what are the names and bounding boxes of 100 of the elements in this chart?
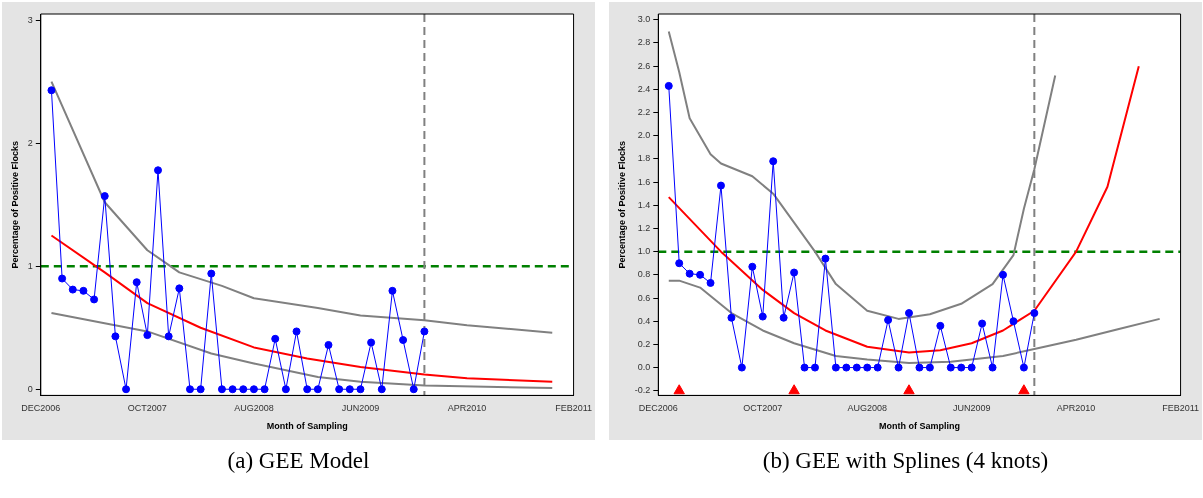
- point: [957, 363, 966, 372]
- y-tick-label: 1: [27, 260, 33, 271]
- point: [842, 363, 851, 372]
- point: [821, 254, 830, 263]
- point: [111, 332, 120, 341]
- text: (b) GEE with Splines (4 knots): [761, 448, 1050, 474]
- y-tick-label: 2.2: [637, 107, 651, 118]
- y-tick-label: 2.8: [637, 37, 651, 48]
- point: [90, 295, 99, 304]
- y-tick-label: 2.0: [637, 130, 651, 141]
- x-tick-label: OCT2007: [127, 403, 167, 414]
- point: [271, 334, 280, 343]
- point: [281, 385, 290, 394]
- text: (a) GEE Model: [226, 448, 371, 474]
- point: [228, 385, 237, 394]
- point: [164, 332, 173, 341]
- point: [345, 385, 354, 394]
- point: [356, 385, 365, 394]
- point: [388, 286, 397, 295]
- point: [852, 363, 861, 372]
- point: [143, 331, 152, 340]
- point: [100, 192, 109, 201]
- x-tick-label: AUG2008: [234, 403, 274, 414]
- y-tick-label: 1.8: [637, 153, 651, 164]
- point: [377, 385, 386, 394]
- y-tick-label: 0.2: [637, 338, 651, 349]
- y-tick-label: 2: [27, 137, 33, 148]
- point: [967, 363, 976, 372]
- y-tick-label: 0.0: [637, 362, 651, 373]
- point: [207, 269, 216, 278]
- y-tick-label: 1.6: [637, 176, 651, 187]
- point: [260, 385, 269, 394]
- point: [196, 385, 205, 394]
- x-axis-title: Month of Sampling: [266, 421, 348, 432]
- point: [420, 327, 429, 336]
- point: [185, 385, 194, 394]
- y-tick-label: 1.4: [637, 199, 651, 210]
- y-tick-label: 3.0: [637, 14, 651, 25]
- point: [988, 363, 997, 372]
- y-axis-title: Percentage of Positive Flocks: [616, 140, 627, 269]
- y-tick-label: 0.6: [637, 292, 651, 303]
- point: [367, 338, 376, 347]
- point: [324, 340, 333, 349]
- point: [758, 312, 767, 321]
- point: [790, 268, 799, 277]
- point: [1009, 317, 1018, 326]
- point: [915, 363, 924, 372]
- point: [863, 363, 872, 372]
- y-tick-label: 1.2: [637, 222, 651, 233]
- point: [706, 278, 715, 287]
- point: [737, 363, 746, 372]
- x-tick-label: DEC2006: [21, 403, 61, 414]
- point: [769, 157, 778, 166]
- point: [239, 385, 248, 394]
- y-tick-label: -0.2: [634, 385, 651, 396]
- x-tick-label: FEB2011: [555, 403, 592, 414]
- point: [696, 270, 705, 279]
- point: [884, 316, 893, 325]
- point: [779, 313, 788, 322]
- point: [313, 385, 322, 394]
- y-tick-label: 0.4: [637, 315, 651, 326]
- y-tick-label: 2.4: [637, 83, 651, 94]
- point: [79, 286, 88, 295]
- x-tick-label: AUG2008: [847, 403, 887, 414]
- point: [788, 384, 800, 395]
- x-tick-label: APR2010: [447, 403, 487, 414]
- y-tick-label: 3: [27, 14, 33, 25]
- point: [122, 385, 131, 394]
- point: [999, 270, 1007, 279]
- point: [1019, 363, 1028, 372]
- point: [154, 166, 163, 175]
- point: [810, 363, 819, 372]
- y-tick-label: 0.8: [637, 269, 651, 280]
- point: [217, 385, 226, 394]
- point: [716, 181, 725, 190]
- point: [894, 363, 903, 372]
- point: [249, 385, 258, 394]
- point: [727, 313, 736, 322]
- point: [68, 285, 77, 294]
- point: [292, 327, 301, 336]
- point: [748, 262, 757, 271]
- x-tick-label: JUN2009: [341, 403, 380, 414]
- point: [335, 385, 344, 394]
- point: [303, 385, 312, 394]
- x-tick-label: OCT2007: [743, 403, 783, 414]
- x-tick-label: FEB2011: [1162, 403, 1199, 414]
- point: [664, 81, 673, 90]
- y-tick-label: 2.6: [637, 60, 651, 71]
- y-tick-label: 1.0: [637, 246, 651, 257]
- point: [936, 321, 945, 330]
- point: [47, 86, 56, 95]
- point: [409, 385, 418, 394]
- point: [58, 274, 67, 283]
- point: [873, 363, 882, 372]
- point: [925, 363, 934, 372]
- point: [673, 384, 685, 395]
- point: [399, 336, 408, 345]
- point: [1018, 384, 1030, 395]
- point: [946, 363, 955, 372]
- point: [905, 309, 913, 318]
